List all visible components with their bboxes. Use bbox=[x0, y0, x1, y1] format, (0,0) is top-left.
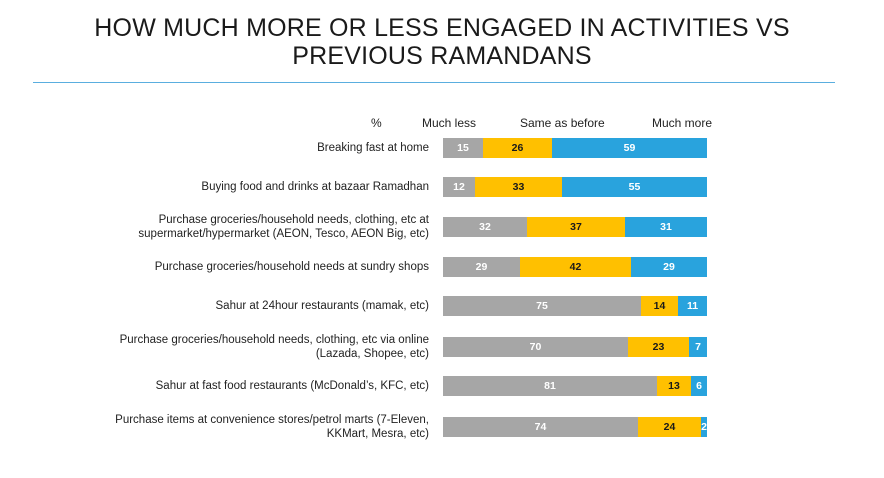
legend-same-as-before: Same as before bbox=[520, 116, 605, 130]
category-label-line: Sahur at 24hour restaurants (mamak, etc) bbox=[215, 299, 430, 312]
bar-segment-much-more: 2 bbox=[701, 417, 707, 437]
bar-segment-same-as-before: 42 bbox=[520, 257, 631, 277]
stacked-bar: 29 42 29 bbox=[443, 257, 707, 277]
category-label-line: KKMart, Mesra, etc) bbox=[326, 428, 429, 440]
bar-segment-much-more: 59 bbox=[552, 138, 707, 158]
data-label: 55 bbox=[628, 181, 641, 193]
bar-segment-much-less: 12 bbox=[443, 177, 475, 197]
data-label: 75 bbox=[536, 300, 548, 312]
legend-much-less: Much less bbox=[422, 116, 477, 130]
data-label: 29 bbox=[475, 261, 488, 273]
bar-segment-same-as-before: 14 bbox=[641, 296, 678, 316]
bar-segment-much-more: 55 bbox=[562, 177, 707, 197]
category-label-line: Purchase items at convenience stores/pet… bbox=[115, 413, 429, 426]
data-label: 2 bbox=[701, 421, 707, 433]
category-label-line: Sahur at fast food restaurants (McDonald… bbox=[155, 379, 429, 392]
unit-header: % bbox=[371, 116, 382, 130]
bar-segment-same-as-before: 33 bbox=[475, 177, 562, 197]
chart-title: HOW MUCH MORE OR LESS ENGAGED IN ACTIVIT… bbox=[40, 14, 844, 70]
bar-segment-same-as-before: 37 bbox=[527, 217, 625, 237]
bar-segment-much-less: 15 bbox=[443, 138, 483, 158]
data-label: 32 bbox=[479, 221, 491, 233]
category-label-line: supermarket/hypermarket (AEON, Tesco, AE… bbox=[138, 228, 429, 240]
stacked-bar: 81 13 6 bbox=[443, 376, 707, 396]
bar-segment-much-less: 32 bbox=[443, 217, 527, 237]
stacked-bar: 12 33 55 bbox=[443, 177, 707, 197]
category-label: Purchase items at convenience stores/pet… bbox=[9, 413, 429, 442]
chart-title-line-2: PREVIOUS RAMANDANS bbox=[292, 42, 592, 70]
stacked-bar: 70 23 7 bbox=[443, 337, 707, 357]
bar-segment-same-as-before: 26 bbox=[483, 138, 552, 158]
data-label: 7 bbox=[695, 341, 701, 353]
stacked-bar: 32 37 31 bbox=[443, 217, 707, 237]
data-label: 6 bbox=[696, 380, 702, 392]
data-label: 15 bbox=[457, 142, 469, 154]
bar-segment-much-less: 70 bbox=[443, 337, 628, 357]
data-label: 74 bbox=[534, 421, 547, 433]
category-label-line: Breaking fast at home bbox=[317, 141, 429, 154]
bar-segment-much-less: 74 bbox=[443, 417, 638, 437]
data-label: 14 bbox=[653, 300, 666, 312]
bar-segment-much-more: 7 bbox=[689, 337, 707, 357]
data-label: 59 bbox=[623, 142, 636, 154]
data-label: 12 bbox=[453, 181, 465, 193]
data-label: 42 bbox=[569, 261, 582, 273]
category-label-line: Purchase groceries/household needs, clot… bbox=[119, 333, 429, 346]
stacked-bar: 75 14 11 bbox=[443, 296, 707, 316]
category-label: Sahur at fast food restaurants (McDonald… bbox=[9, 379, 429, 394]
category-label: Purchase groceries/household needs, clot… bbox=[9, 213, 429, 242]
data-label: 26 bbox=[511, 142, 524, 154]
category-label: Buying food and drinks at bazaar Ramadha… bbox=[9, 180, 429, 195]
bar-segment-much-less: 29 bbox=[443, 257, 520, 277]
bar-segment-much-less: 81 bbox=[443, 376, 657, 396]
category-label-line: Buying food and drinks at bazaar Ramadha… bbox=[201, 180, 429, 193]
data-label: 29 bbox=[663, 261, 675, 273]
data-label: 11 bbox=[686, 300, 699, 312]
bar-segment-much-more: 11 bbox=[678, 296, 707, 316]
category-label-line: Purchase groceries/household needs, clot… bbox=[158, 213, 429, 226]
category-label: Sahur at 24hour restaurants (mamak, etc) bbox=[9, 299, 430, 314]
bar-segment-much-less: 75 bbox=[443, 296, 641, 316]
chart-title-line-1: HOW MUCH MORE OR LESS ENGAGED IN ACTIVIT… bbox=[94, 14, 790, 42]
category-label: Purchase groceries/household needs at su… bbox=[9, 260, 429, 275]
stacked-bar: 74 24 2 bbox=[443, 417, 707, 437]
slide: HOW MUCH MORE OR LESS ENGAGED IN ACTIVIT… bbox=[9, 14, 844, 442]
category-label: Breaking fast at home bbox=[9, 141, 429, 156]
legend-much-more: Much more bbox=[652, 116, 713, 130]
data-label: 23 bbox=[652, 341, 665, 353]
stacked-bar: 15 26 59 bbox=[443, 138, 707, 158]
data-label: 13 bbox=[668, 380, 680, 392]
data-label: 31 bbox=[660, 221, 672, 233]
data-label: 33 bbox=[512, 181, 525, 193]
data-label: 81 bbox=[544, 380, 556, 392]
category-label: Purchase groceries/household needs, clot… bbox=[9, 333, 429, 362]
data-label: 70 bbox=[529, 341, 542, 353]
data-label: 37 bbox=[570, 221, 582, 233]
bar-segment-much-more: 29 bbox=[631, 257, 707, 277]
bar-segment-same-as-before: 24 bbox=[638, 417, 701, 437]
bar-segment-same-as-before: 23 bbox=[628, 337, 689, 357]
bar-segment-same-as-before: 13 bbox=[657, 376, 691, 396]
bar-segment-much-more: 6 bbox=[691, 376, 707, 396]
category-label-line: (Lazada, Shopee, etc) bbox=[315, 348, 429, 360]
data-label: 24 bbox=[663, 421, 676, 433]
category-label-line: Purchase groceries/household needs at su… bbox=[154, 260, 429, 273]
title-divider bbox=[33, 82, 835, 83]
bar-segment-much-more: 31 bbox=[625, 217, 707, 237]
